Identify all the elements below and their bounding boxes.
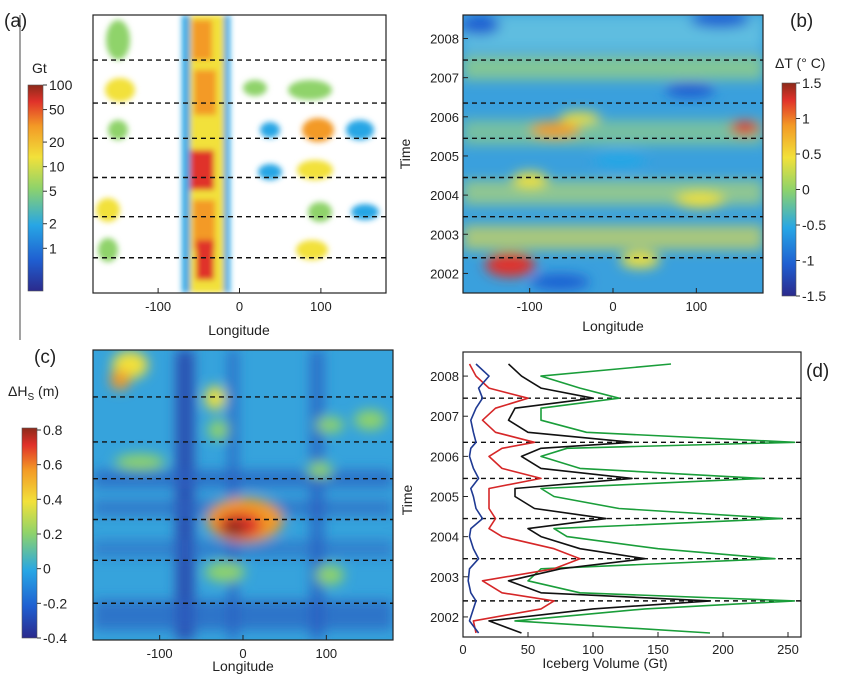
colorbar-tick-label: -0.2 — [43, 595, 67, 611]
xtick-label: 0 — [459, 642, 466, 657]
panel-b-colorbar-ticks: 1.5 1 0.5 0 -0.5 -1 -1.5 — [796, 75, 826, 304]
ytick-label: 2002 — [430, 266, 459, 281]
xtick-label: -100 — [145, 299, 171, 314]
colorbar-tick-label: 0 — [802, 182, 810, 198]
panel-c: (c) ΔHS (m) 0.8 0.6 0.4 0.2 0 -0.2 -0.4 — [8, 347, 394, 674]
panel-b-letter: (b) — [790, 11, 813, 32]
panel-b-colorbar — [781, 82, 797, 297]
panel-d-xlabel: Iceberg Volume (Gt) — [542, 655, 667, 671]
colorbar-tick-label: 1 — [49, 240, 57, 256]
panel-c-xlabel: Longitude — [212, 658, 274, 674]
panel-d-series — [467, 363, 796, 634]
colorbar-tick-label: 10 — [49, 159, 65, 175]
xtick-label: -100 — [147, 646, 173, 661]
panel-b-yticks: 2008 2007 2006 2005 2004 2003 2002 — [430, 31, 468, 281]
panel-d-ylabel: Time — [399, 484, 415, 515]
panel-a-colorbar-title: Gt — [32, 60, 47, 76]
xtick-label: 100 — [582, 642, 604, 657]
panel-c-colorbar-title: ΔHS (m) — [8, 383, 59, 403]
xtick-label: 0 — [236, 299, 243, 314]
panel-c-xticks: -100 0 100 — [147, 635, 337, 661]
ytick-label: 2005 — [430, 490, 459, 505]
panel-a-xticks: -100 0 100 — [145, 288, 332, 314]
panel-a-dashed-lines — [93, 59, 386, 259]
colorbar-tick-label: 5 — [49, 183, 57, 199]
ytick-label: 2003 — [430, 570, 459, 585]
ytick-label: 2002 — [430, 610, 459, 625]
panel-c-dashed-lines — [93, 396, 393, 604]
xtick-label: 250 — [777, 642, 799, 657]
ytick-label: 2005 — [430, 149, 459, 164]
colorbar-tick-label: 20 — [49, 134, 65, 150]
ytick-label: 2004 — [430, 188, 459, 203]
panel-a-colorbar — [27, 84, 44, 292]
ytick-label: 2006 — [430, 449, 459, 464]
xtick-label: 0 — [239, 646, 246, 661]
panel-a-heatmap — [93, 15, 386, 293]
xtick-label: 0 — [609, 299, 616, 314]
panel-b-xticks: -100 0 100 — [517, 288, 707, 314]
colorbar-tick-label: 50 — [49, 102, 65, 118]
panel-b-colorbar-title: ΔT (° C) — [775, 55, 825, 71]
ytick-label: 2007 — [430, 409, 459, 424]
colorbar-tick-label: 0.2 — [43, 526, 63, 542]
panel-b-heatmap — [463, 15, 763, 293]
ytick-label: 2008 — [430, 31, 459, 46]
series-line-black — [488, 363, 711, 634]
panel-b-dashed-lines — [463, 59, 763, 259]
panel-d-frame — [462, 351, 802, 638]
series-line-red — [468, 363, 581, 634]
series-line-blue — [467, 363, 490, 634]
ytick-label: 2003 — [430, 227, 459, 242]
panel-b-xlabel: Longitude — [582, 318, 644, 334]
panel-d-letter: (d) — [806, 361, 829, 382]
panel-a-letter: (a) — [4, 11, 27, 32]
xtick-label: 100 — [310, 299, 332, 314]
panel-d-dashed-lines — [463, 397, 801, 602]
series-line-green — [514, 363, 796, 634]
xtick-label: -100 — [517, 299, 543, 314]
panel-c-letter: (c) — [34, 347, 56, 368]
colorbar-tick-label: -1 — [802, 253, 815, 269]
colorbar-tick-label: 0.5 — [802, 146, 822, 162]
colorbar-tick-label: 100 — [49, 77, 73, 93]
colorbar-tick-label: 2 — [49, 216, 57, 232]
xtick-label: 200 — [712, 642, 734, 657]
panel-a-xlabel: Longitude — [208, 322, 270, 338]
ytick-label: 2008 — [430, 369, 459, 384]
colorbar-tick-label: 1 — [802, 111, 810, 127]
panel-a-colorbar-ticks: 100 50 20 10 5 2 1 — [43, 77, 73, 256]
panel-c-colorbar-ticks: 0.8 0.6 0.4 0.2 0 -0.2 -0.4 — [37, 422, 67, 646]
colorbar-tick-label: 0 — [43, 561, 51, 577]
panel-d-xticks: 0 50 100 150 200 250 — [459, 632, 799, 657]
xtick-label: 50 — [521, 642, 535, 657]
xtick-label: 150 — [647, 642, 669, 657]
panel-d: 2008 2007 2006 2005 2004 2003 2002 Time 0 50 100… — [399, 351, 829, 671]
ytick-label: 2007 — [430, 71, 459, 86]
colorbar-tick-label: -0.5 — [802, 217, 826, 233]
panel-c-colorbar — [21, 427, 38, 639]
colorbar-tick-label: 0.8 — [43, 422, 63, 438]
colorbar-tick-label: -0.4 — [43, 630, 67, 646]
panel-c-heatmap — [93, 350, 393, 640]
xtick-label: 100 — [685, 299, 707, 314]
ytick-label: 2004 — [430, 530, 459, 545]
panel-a: (a) Gt 100 50 20 10 5 2 1 — [4, 11, 387, 340]
xtick-label: 100 — [315, 646, 337, 661]
colorbar-tick-label: -1.5 — [802, 288, 826, 304]
panel-b-ylabel: Time — [397, 138, 413, 169]
ytick-label: 2006 — [430, 110, 459, 125]
colorbar-tick-label: 0.6 — [43, 457, 63, 473]
panel-d-yticks: 2008 2007 2006 2005 2004 2003 2002 — [430, 369, 468, 625]
colorbar-tick-label: 0.4 — [43, 491, 63, 507]
colorbar-tick-label: 1.5 — [802, 75, 822, 91]
